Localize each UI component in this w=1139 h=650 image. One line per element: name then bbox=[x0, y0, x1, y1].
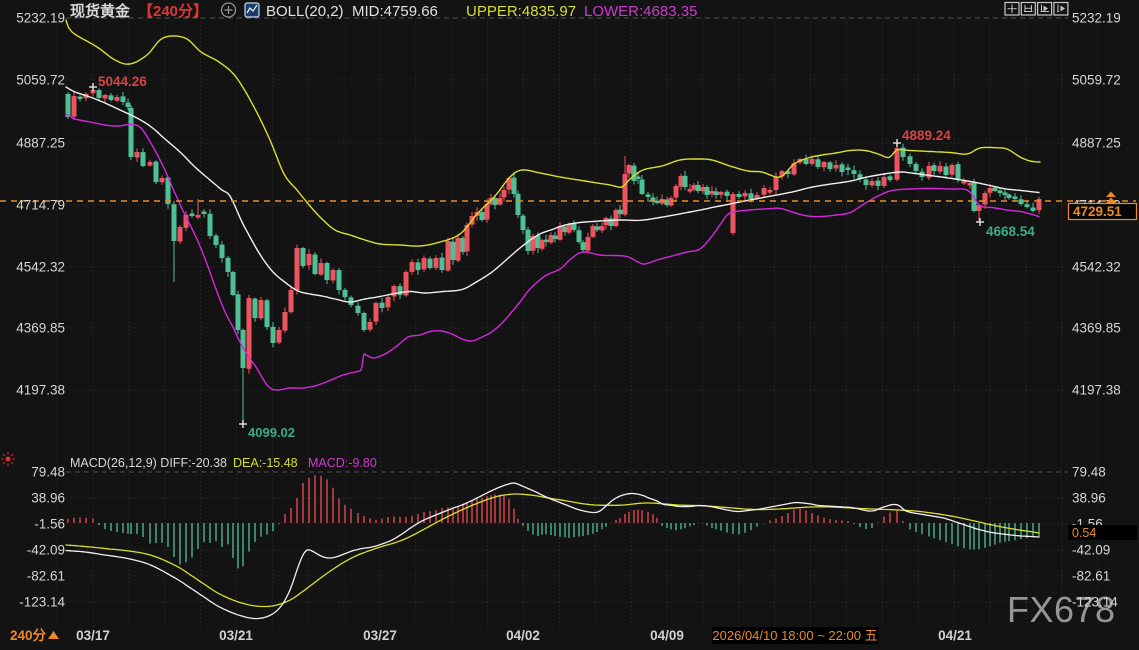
svg-text:5232.19: 5232.19 bbox=[1072, 11, 1121, 26]
svg-text:04/02: 04/02 bbox=[506, 628, 540, 643]
svg-text:现货黄金: 现货黄金 bbox=[70, 2, 131, 20]
svg-text:5059.72: 5059.72 bbox=[1072, 73, 1121, 88]
svg-text:-123.14: -123.14 bbox=[1072, 595, 1118, 610]
svg-text:4889.24: 4889.24 bbox=[902, 128, 951, 143]
svg-text:LOWER:4683.35: LOWER:4683.35 bbox=[584, 3, 697, 20]
svg-text:DEA:-15.48: DEA:-15.48 bbox=[233, 456, 298, 470]
svg-text:79.48: 79.48 bbox=[31, 465, 65, 480]
svg-text:4197.38: 4197.38 bbox=[1072, 383, 1121, 398]
svg-text:-82.61: -82.61 bbox=[1072, 569, 1110, 584]
svg-text:79.48: 79.48 bbox=[1072, 465, 1106, 480]
svg-text:03/17: 03/17 bbox=[76, 628, 110, 643]
svg-text:4887.25: 4887.25 bbox=[16, 136, 65, 151]
svg-text:4099.02: 4099.02 bbox=[248, 425, 295, 440]
svg-text:-42.09: -42.09 bbox=[1072, 543, 1110, 558]
svg-text:BOLL(20,2): BOLL(20,2) bbox=[266, 3, 344, 20]
svg-text:04/09: 04/09 bbox=[650, 628, 684, 643]
svg-text:MID:4759.66: MID:4759.66 bbox=[352, 3, 438, 20]
svg-text:5059.72: 5059.72 bbox=[16, 73, 65, 88]
svg-text:5232.19: 5232.19 bbox=[16, 11, 65, 26]
svg-text:4542.32: 4542.32 bbox=[1072, 260, 1121, 275]
svg-text:03/27: 03/27 bbox=[363, 628, 397, 643]
svg-text:UPPER:4835.97: UPPER:4835.97 bbox=[466, 3, 576, 20]
svg-text:MACD(26,12,9) DIFF:-20.38: MACD(26,12,9) DIFF:-20.38 bbox=[70, 456, 227, 470]
svg-text:-82.61: -82.61 bbox=[27, 569, 65, 584]
svg-text:-42.09: -42.09 bbox=[27, 543, 65, 558]
svg-text:2026/04/10 18:00 ~ 22:00 五: 2026/04/10 18:00 ~ 22:00 五 bbox=[712, 628, 877, 643]
svg-text:-123.14: -123.14 bbox=[19, 595, 65, 610]
svg-text:4542.32: 4542.32 bbox=[16, 260, 65, 275]
svg-text:【240分】: 【240分】 bbox=[138, 2, 208, 20]
svg-text:-1.56: -1.56 bbox=[34, 517, 65, 532]
svg-text:38.96: 38.96 bbox=[31, 491, 65, 506]
svg-text:4887.25: 4887.25 bbox=[1072, 136, 1121, 151]
svg-text:4369.85: 4369.85 bbox=[16, 321, 65, 336]
svg-text:4668.54: 4668.54 bbox=[986, 224, 1035, 239]
svg-text:FX678: FX678 bbox=[1007, 589, 1116, 630]
svg-text:240分: 240分 bbox=[10, 628, 47, 643]
svg-text:MACD:-9.80: MACD:-9.80 bbox=[308, 456, 377, 470]
svg-text:4714.79: 4714.79 bbox=[16, 198, 65, 213]
svg-text:4197.38: 4197.38 bbox=[16, 383, 65, 398]
svg-text:03/21: 03/21 bbox=[219, 628, 253, 643]
svg-text:5044.26: 5044.26 bbox=[98, 74, 147, 89]
svg-text:04/21: 04/21 bbox=[938, 628, 972, 643]
svg-text:4729.51: 4729.51 bbox=[1073, 204, 1122, 219]
svg-text:38.96: 38.96 bbox=[1072, 491, 1106, 506]
svg-text:0.54: 0.54 bbox=[1072, 526, 1096, 540]
svg-text:4369.85: 4369.85 bbox=[1072, 321, 1121, 336]
